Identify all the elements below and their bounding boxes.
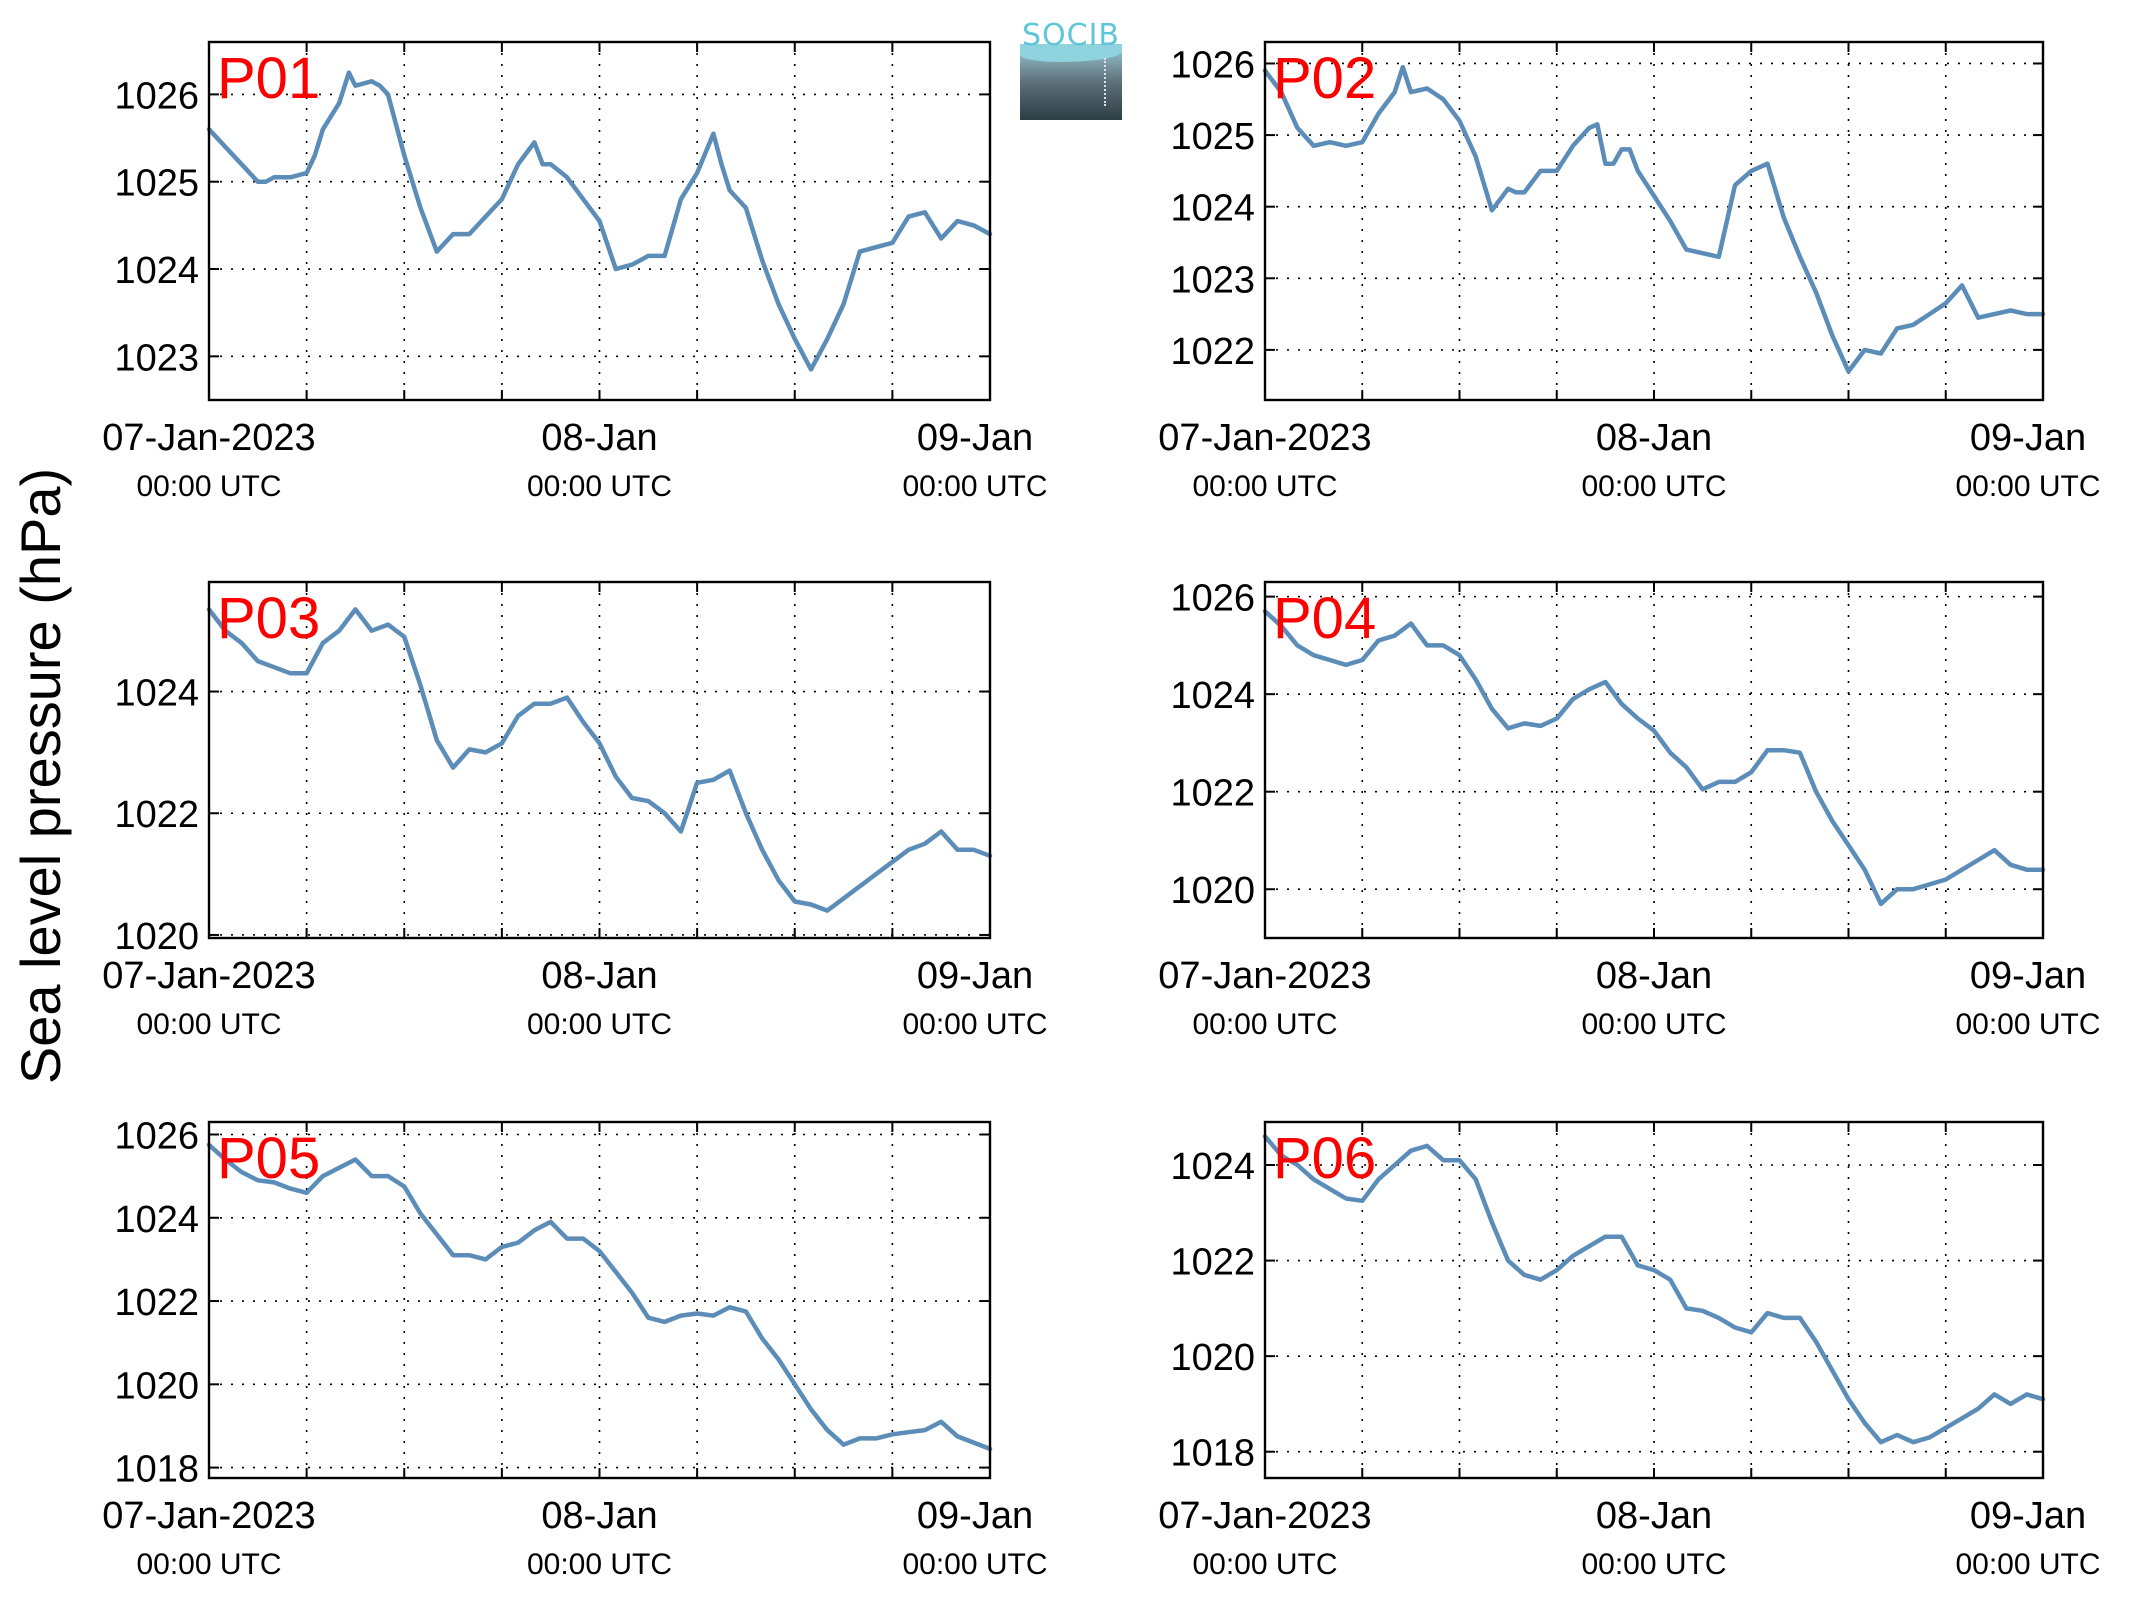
panel-1-y-tick-label: 1023 bbox=[114, 337, 199, 379]
panel-2-x-tick-date: 07-Jan-2023 bbox=[1158, 417, 1371, 459]
panel-6-x-tick-date: 07-Jan-2023 bbox=[1158, 1495, 1371, 1537]
panel-6-x-tick-time: 00:00 UTC bbox=[1192, 1548, 1337, 1581]
panel-6-series-line bbox=[1262, 1134, 2046, 1445]
panel-4-axes-frame bbox=[1263, 580, 2045, 940]
panel-1-x-tick-time: 00:00 UTC bbox=[136, 470, 281, 503]
panel-3-x-tick-time: 00:00 UTC bbox=[527, 1008, 672, 1041]
panel-2-plot-area bbox=[1265, 42, 2043, 400]
panel-2-y-tick-label: 1025 bbox=[1170, 116, 1255, 158]
panel-6-x-tick-date: 08-Jan bbox=[1596, 1495, 1712, 1537]
panel-3-axes-frame bbox=[207, 580, 992, 940]
panel-4-x-tick-time: 00:00 UTC bbox=[1192, 1008, 1337, 1041]
panel-2-x-tick-date: 09-Jan bbox=[1970, 417, 2086, 459]
logo-wave bbox=[1020, 44, 1122, 62]
panel-2-x-tick-time: 00:00 UTC bbox=[1192, 470, 1337, 503]
panel-4-y-tick-label: 1026 bbox=[1170, 578, 1255, 620]
panel-1-x-tick-date: 07-Jan-2023 bbox=[102, 417, 315, 459]
panel-4-y-tick-label: 1020 bbox=[1170, 870, 1255, 912]
panel-6-y-tick-label: 1020 bbox=[1170, 1337, 1255, 1379]
panel-1-y-tick-label: 1025 bbox=[114, 163, 199, 205]
panel-1-title: P01 bbox=[217, 46, 320, 111]
panel-5-title: P05 bbox=[217, 1126, 320, 1191]
panel-3-x-tick-date: 07-Jan-2023 bbox=[102, 955, 315, 997]
panel-1-y-tick-label: 1026 bbox=[114, 75, 199, 117]
panel-3-title: P03 bbox=[217, 586, 320, 651]
panel-2-axes-frame bbox=[1263, 40, 2045, 402]
panel-1-x-tick-time: 00:00 UTC bbox=[902, 470, 1047, 503]
panel-2-y-tick-label: 1026 bbox=[1170, 44, 1255, 86]
panel-5-y-tick-label: 1026 bbox=[114, 1115, 199, 1157]
logo-dots bbox=[1104, 58, 1108, 106]
panel-6-y-tick-label: 1018 bbox=[1170, 1433, 1255, 1475]
panel-3-x-tick-date: 08-Jan bbox=[541, 955, 657, 997]
panel-3-series-line bbox=[206, 607, 993, 913]
panel-4-x-tick-date: 07-Jan-2023 bbox=[1158, 955, 1371, 997]
panel-1-series-line bbox=[206, 70, 993, 372]
panel-4-series-line bbox=[1262, 609, 2046, 907]
panel-5-y-tick-label: 1022 bbox=[114, 1282, 199, 1324]
panel-1-y-tick-label: 1024 bbox=[114, 250, 199, 292]
panel-2-x-tick-time: 00:00 UTC bbox=[1955, 470, 2100, 503]
panel-3-y-tick-label: 1020 bbox=[114, 916, 199, 958]
panel-1-x-tick-time: 00:00 UTC bbox=[527, 470, 672, 503]
panel-6-title: P06 bbox=[1273, 1126, 1376, 1191]
panel-5-y-tick-label: 1024 bbox=[114, 1199, 199, 1241]
y-axis-label: Sea level pressure (hPa) bbox=[9, 468, 72, 1084]
panel-5-axes-frame bbox=[207, 1120, 992, 1480]
panel-5-x-tick-time: 00:00 UTC bbox=[902, 1548, 1047, 1581]
panel-2-y-tick-label: 1024 bbox=[1170, 188, 1255, 230]
panel-3-y-tick-label: 1024 bbox=[114, 673, 199, 715]
panel-3-x-tick-date: 09-Jan bbox=[917, 955, 1033, 997]
panel-1-x-tick-date: 08-Jan bbox=[541, 417, 657, 459]
panel-4-title: P04 bbox=[1273, 586, 1376, 651]
panel-6-x-tick-time: 00:00 UTC bbox=[1955, 1548, 2100, 1581]
panel-5-series-line bbox=[206, 1142, 993, 1452]
panel-4-y-tick-label: 1024 bbox=[1170, 675, 1255, 717]
socib-logo: SOCIB bbox=[1020, 18, 1122, 120]
panel-6-x-tick-date: 09-Jan bbox=[1970, 1495, 2086, 1537]
panel-3-y-tick-label: 1022 bbox=[114, 794, 199, 836]
panel-6-x-tick-time: 00:00 UTC bbox=[1581, 1548, 1726, 1581]
panel-5-x-tick-date: 07-Jan-2023 bbox=[102, 1495, 315, 1537]
panel-6-y-tick-label: 1022 bbox=[1170, 1242, 1255, 1284]
panel-1-x-tick-date: 09-Jan bbox=[917, 417, 1033, 459]
panel-5-x-tick-time: 00:00 UTC bbox=[527, 1548, 672, 1581]
panel-3-x-tick-time: 00:00 UTC bbox=[136, 1008, 281, 1041]
panel-5-x-tick-date: 08-Jan bbox=[541, 1495, 657, 1537]
panel-2-title: P02 bbox=[1273, 46, 1376, 111]
panel-2-series-line bbox=[1262, 64, 2046, 374]
logo-text: SOCIB bbox=[1021, 18, 1121, 53]
panel-2-x-tick-date: 08-Jan bbox=[1596, 417, 1712, 459]
panel-6-axes-frame bbox=[1263, 1120, 2045, 1480]
panel-2-y-tick-label: 1023 bbox=[1170, 259, 1255, 301]
panel-5-y-tick-label: 1020 bbox=[114, 1365, 199, 1407]
panel-5-x-tick-time: 00:00 UTC bbox=[136, 1548, 281, 1581]
panel-5-y-tick-label: 1018 bbox=[114, 1449, 199, 1491]
panel-2-x-tick-time: 00:00 UTC bbox=[1581, 470, 1726, 503]
panel-3-x-tick-time: 00:00 UTC bbox=[902, 1008, 1047, 1041]
panel-6-y-tick-label: 1024 bbox=[1170, 1146, 1255, 1188]
panel-4-x-tick-time: 00:00 UTC bbox=[1581, 1008, 1726, 1041]
panel-4-x-tick-date: 09-Jan bbox=[1970, 955, 2086, 997]
panel-4-x-tick-date: 08-Jan bbox=[1596, 955, 1712, 997]
panel-2-y-tick-label: 1022 bbox=[1170, 331, 1255, 373]
panel-4-y-tick-label: 1022 bbox=[1170, 773, 1255, 815]
panel-5-x-tick-date: 09-Jan bbox=[917, 1495, 1033, 1537]
panel-1-axes-frame bbox=[207, 40, 992, 402]
panel-4-x-tick-time: 00:00 UTC bbox=[1955, 1008, 2100, 1041]
